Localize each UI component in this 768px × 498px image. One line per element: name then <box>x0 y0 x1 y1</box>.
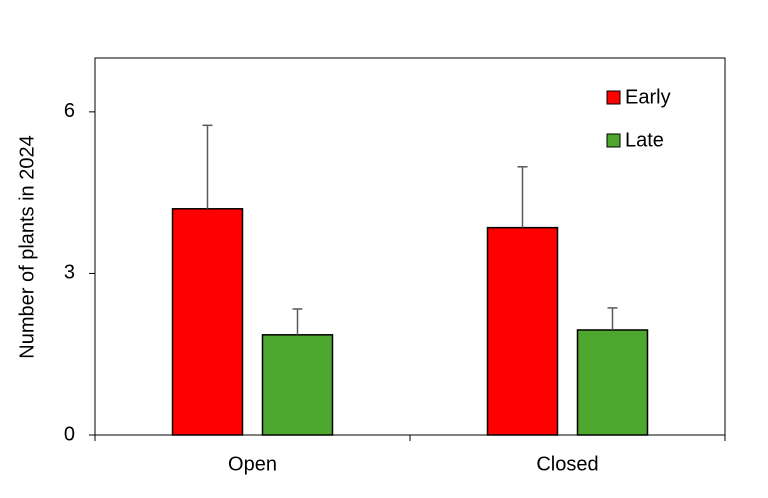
x-tick-label: Open <box>228 453 277 475</box>
legend-label: Early <box>625 86 671 108</box>
bar <box>261 334 334 436</box>
legend-swatch <box>606 90 621 105</box>
legend-swatch <box>606 133 621 148</box>
y-tick-label: 3 <box>64 262 75 284</box>
y-tick-label: 0 <box>64 423 75 445</box>
x-tick-label: Closed <box>536 453 598 475</box>
error-bar <box>517 166 528 228</box>
bar <box>576 329 649 436</box>
legend-label: Late <box>625 129 664 151</box>
error-bar <box>202 124 213 209</box>
bar <box>486 226 559 436</box>
y-tick-label: 6 <box>64 100 75 122</box>
y-axis-label: Number of plants in 2024 <box>16 135 38 358</box>
bar <box>171 208 244 436</box>
error-bar <box>607 307 618 330</box>
error-bar <box>292 308 303 335</box>
